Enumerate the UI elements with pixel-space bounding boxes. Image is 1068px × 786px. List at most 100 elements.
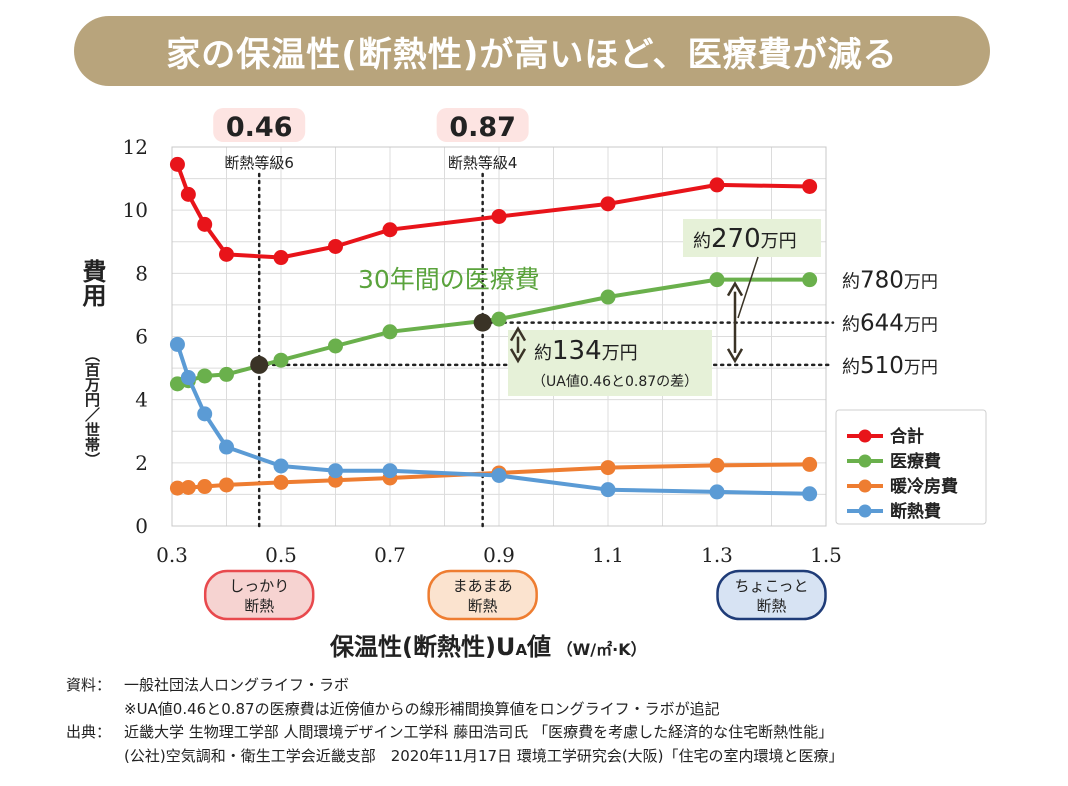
arrow-270-head-bottom: [726, 348, 744, 364]
diff-134-prefix: 約: [534, 343, 552, 364]
y-tick-label: 6: [135, 325, 148, 349]
right-value-prefix: 約: [842, 357, 860, 378]
insulation-badge-line2: 断熱: [756, 597, 786, 615]
x-tick-label: 1.3: [701, 543, 733, 567]
marker-value-label: 0.87: [449, 112, 516, 143]
source-label: 資料：: [66, 676, 112, 694]
series-point: [273, 250, 289, 266]
legend-label: 合計: [890, 426, 924, 447]
series-point: [328, 338, 343, 354]
series-point: [802, 456, 818, 472]
series-point: [491, 208, 507, 224]
interpolated-point: [250, 355, 269, 374]
right-value-prefix: 約: [842, 272, 860, 293]
series-point: [709, 177, 725, 193]
source-row: 資料： 一般社団法人ロングライフ・ラボ: [66, 674, 844, 698]
insulation-badge-line2: 断熱: [244, 597, 274, 615]
medical-annotation-title: 30年間の医療費: [358, 265, 540, 294]
source-note: ※UA値0.46と0.87の医療費は近傍値からの線形補間換算値をロングライフ・ラ…: [66, 698, 844, 722]
right-value-unit: 万円: [904, 273, 938, 293]
diff-134-label: 約134万円: [534, 336, 638, 366]
x-axis-label-tail: 値: [526, 633, 551, 661]
reference-line1: 近畿大学 生物理工学部 人間環境デザイン工学科 藤田浩司氏 「医療費を考慮した経…: [124, 723, 834, 741]
arrow-270-head-top: [726, 281, 744, 297]
series-point: [169, 336, 185, 352]
series-point: [197, 479, 213, 495]
legend-label: 断熱費: [890, 501, 941, 522]
diff-134-box: [508, 330, 712, 396]
marker-value-label: 0.46: [226, 112, 293, 143]
right-value-number: 644: [860, 311, 904, 337]
y-tick-label: 12: [123, 135, 148, 159]
y-tick-label: 8: [135, 261, 148, 285]
insulation-badge-line1: まあまあ: [453, 577, 513, 595]
y-tick-label: 4: [135, 388, 148, 412]
diff-134-note: （UA値0.46と0.87の差）: [532, 374, 698, 390]
series-point: [169, 156, 185, 172]
series-point: [169, 480, 185, 496]
series-point: [491, 467, 507, 483]
x-tick-label: 0.5: [265, 543, 297, 567]
y-tick-label: 2: [135, 451, 148, 475]
series-point: [802, 272, 818, 288]
y-axis-sublabel: （百万円／世帯）: [83, 347, 101, 467]
x-tick-label: 0.3: [156, 543, 188, 567]
marker-value-box: [213, 108, 306, 142]
insulation-badge-line2: 断熱: [468, 597, 498, 615]
series-point: [600, 482, 616, 498]
title-banner: 家の保温性(断熱性)が高いほど、医療費が減る: [74, 16, 990, 86]
series-point: [709, 272, 725, 288]
legend-swatch-point: [858, 454, 872, 468]
y-axis-label: 費用: [78, 259, 106, 308]
series-point: [219, 439, 234, 455]
legend-swatch-point: [858, 429, 872, 443]
insulation-badge-line1: ちょこっと: [735, 577, 809, 595]
series-point: [328, 463, 343, 479]
arrow-134-head-top: [509, 326, 527, 342]
legend-swatch-point: [858, 504, 872, 518]
right-value-prefix: 約: [842, 315, 860, 336]
diff-270-unit: 万円: [761, 231, 797, 252]
right-value-label: 約510万円: [842, 353, 938, 379]
series-point: [802, 178, 818, 194]
insulation-badge: [716, 569, 827, 621]
series-point: [709, 457, 725, 473]
series-point: [273, 352, 289, 368]
series-point: [219, 477, 234, 493]
series-point: [219, 246, 234, 262]
right-value-unit: 万円: [904, 316, 938, 336]
reference-line2: (公社)空気調和・衛生工学会近畿支部 2020年11月17日 環境工学研究会(大…: [124, 746, 844, 765]
series-point: [180, 370, 196, 386]
plot-border: [171, 146, 827, 527]
x-axis-label-main: 保温性(断熱性)U: [329, 633, 515, 661]
diff-270-prefix: 約: [693, 231, 711, 252]
x-axis-label-subscript: A: [515, 641, 527, 659]
diff-270-number: 270: [711, 224, 761, 254]
y-tick-label: 10: [123, 198, 148, 222]
chart-title: 家の保温性(断熱性)が高いほど、医療費が減る: [166, 34, 898, 75]
series-point: [709, 484, 725, 500]
series-point: [180, 479, 196, 495]
series-point: [328, 238, 343, 254]
series-point: [491, 311, 507, 327]
insulation-badge: [203, 569, 315, 621]
source-text: 一般社団法人ロングライフ・ラボ: [124, 676, 350, 694]
reference-row2: (公社)空気調和・衛生工学会近畿支部 2020年11月17日 環境工学研究会(大…: [66, 745, 844, 769]
legend-swatch-point: [858, 479, 872, 493]
y-tick-label: 0: [135, 514, 148, 538]
marker-value-box: [436, 108, 529, 142]
series-point: [382, 324, 398, 340]
insulation-badge: [427, 569, 538, 621]
x-axis-label: 保温性(断熱性)UA値 （W/㎡·K）: [329, 633, 647, 661]
x-tick-label: 1.1: [592, 543, 624, 567]
marker-grade-label: 断熱等級4: [448, 154, 518, 172]
series-point: [802, 486, 818, 502]
x-tick-label: 0.7: [374, 543, 406, 567]
right-value-number: 780: [860, 268, 904, 294]
diff-270-label: 約270万円: [693, 224, 797, 254]
insulation-badge-line1: しっかり: [229, 577, 289, 595]
series-point: [382, 463, 398, 479]
series-point: [273, 474, 289, 490]
series-point: [219, 366, 234, 382]
series-point: [382, 222, 398, 238]
